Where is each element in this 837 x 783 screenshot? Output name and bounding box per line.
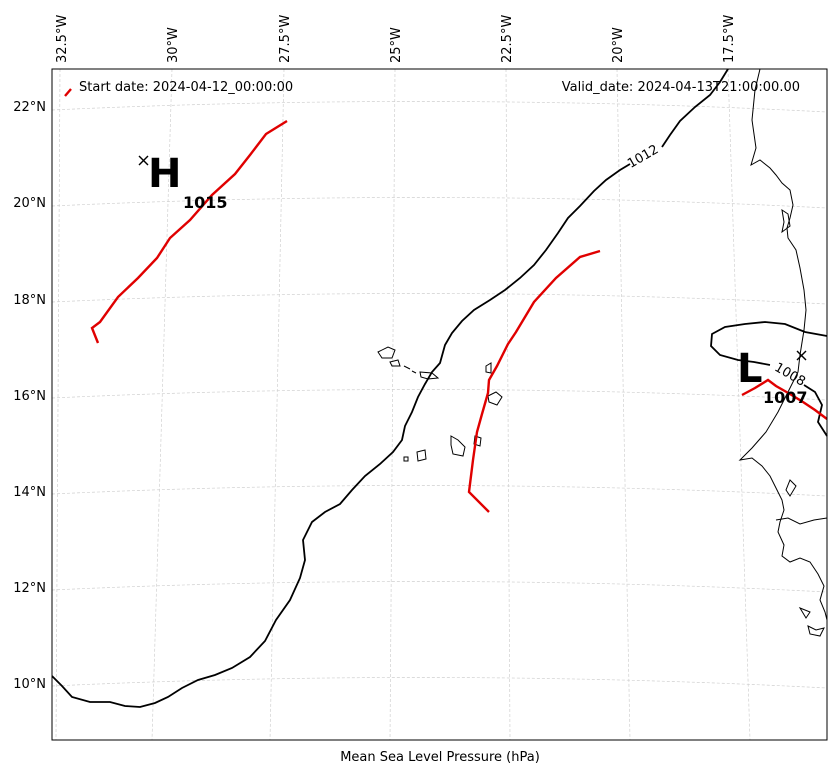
parallel-12: [51, 581, 828, 593]
island-santa-luzia: [403, 365, 417, 374]
map-frame: [51, 68, 828, 741]
low-value: 1007: [763, 388, 808, 407]
lon-label-22-5: 22.5°W: [500, 15, 515, 63]
front-central: [467, 249, 601, 513]
meridian-20: [616, 68, 631, 741]
lat-labels: 22°N 20°N 18°N 16°N 14°N 12°N 10°N: [13, 100, 46, 692]
isobar-label-1012: 1012: [625, 142, 661, 172]
high-letter: H: [148, 151, 181, 197]
island-sao-nicolau: [419, 371, 440, 380]
coast-spur-5: [807, 625, 825, 637]
lat-label-22: 22°N: [13, 100, 46, 115]
lat-label-12: 12°N: [13, 581, 46, 596]
meridian-30: [151, 68, 173, 741]
valid-date-label: Valid_date: 2024-04-13T21:00:00.00: [562, 80, 800, 95]
lon-label-32-5: 32.5°W: [55, 15, 70, 63]
isobar-1012: [51, 68, 729, 708]
parallel-16: [51, 389, 828, 401]
parallel-20: [51, 197, 828, 209]
coast-spur-4: [798, 606, 811, 619]
island-boa-vista: [487, 391, 503, 406]
africa-coastline: [738, 68, 828, 621]
meridian-17-5: [727, 68, 751, 741]
lon-label-27-5: 27.5°W: [278, 15, 293, 63]
high-center-marker: [138, 155, 149, 166]
parallel-14: [51, 485, 828, 497]
island-brava: [403, 456, 409, 462]
lon-label-30: 30°W: [166, 27, 181, 63]
island-santo-antao: [377, 346, 396, 359]
front-east: [741, 378, 828, 420]
meridian-22-5: [505, 68, 511, 741]
island-maio: [473, 435, 482, 447]
lat-label-16: 16°N: [13, 389, 46, 404]
lon-labels: 32.5°W 30°W 27.5°W 25°W 22.5°W 20°W 17.5…: [55, 15, 737, 63]
lon-label-25: 25°W: [389, 27, 404, 63]
parallel-22: [51, 101, 828, 113]
start-date-label: Start date: 2024-04-12_00:00:00: [79, 80, 293, 95]
lat-label-18: 18°N: [13, 293, 46, 308]
cape-verde-islands: [377, 346, 503, 462]
high-value: 1015: [183, 193, 228, 212]
parallel-18: [51, 293, 828, 305]
graticule: [51, 68, 828, 741]
island-fogo: [416, 449, 427, 462]
low-center-marker: [796, 350, 807, 361]
island-sao-vicente: [389, 359, 401, 367]
lat-label-10: 10°N: [13, 677, 46, 692]
meridian-32-5: [55, 68, 61, 741]
coast-spur-2: [785, 479, 797, 497]
coast-spur-3: [775, 517, 828, 525]
island-sal: [485, 362, 492, 374]
island-santiago: [450, 435, 466, 457]
lon-label-17-5: 17.5°W: [722, 15, 737, 63]
lon-label-20: 20°W: [611, 27, 626, 63]
lat-label-20: 20°N: [13, 196, 46, 211]
x-axis-label: Mean Sea Level Pressure (hPa): [340, 750, 540, 765]
meridian-25: [389, 68, 396, 741]
parallel-10: [51, 677, 828, 689]
lat-label-14: 14°N: [13, 485, 46, 500]
coast-spur-1: [781, 208, 791, 234]
low-letter: L: [737, 346, 763, 392]
isobar-1008: [710, 321, 828, 437]
front-west: [90, 119, 288, 344]
meridian-27-5: [269, 68, 285, 741]
legend-front-marker: [64, 88, 72, 97]
